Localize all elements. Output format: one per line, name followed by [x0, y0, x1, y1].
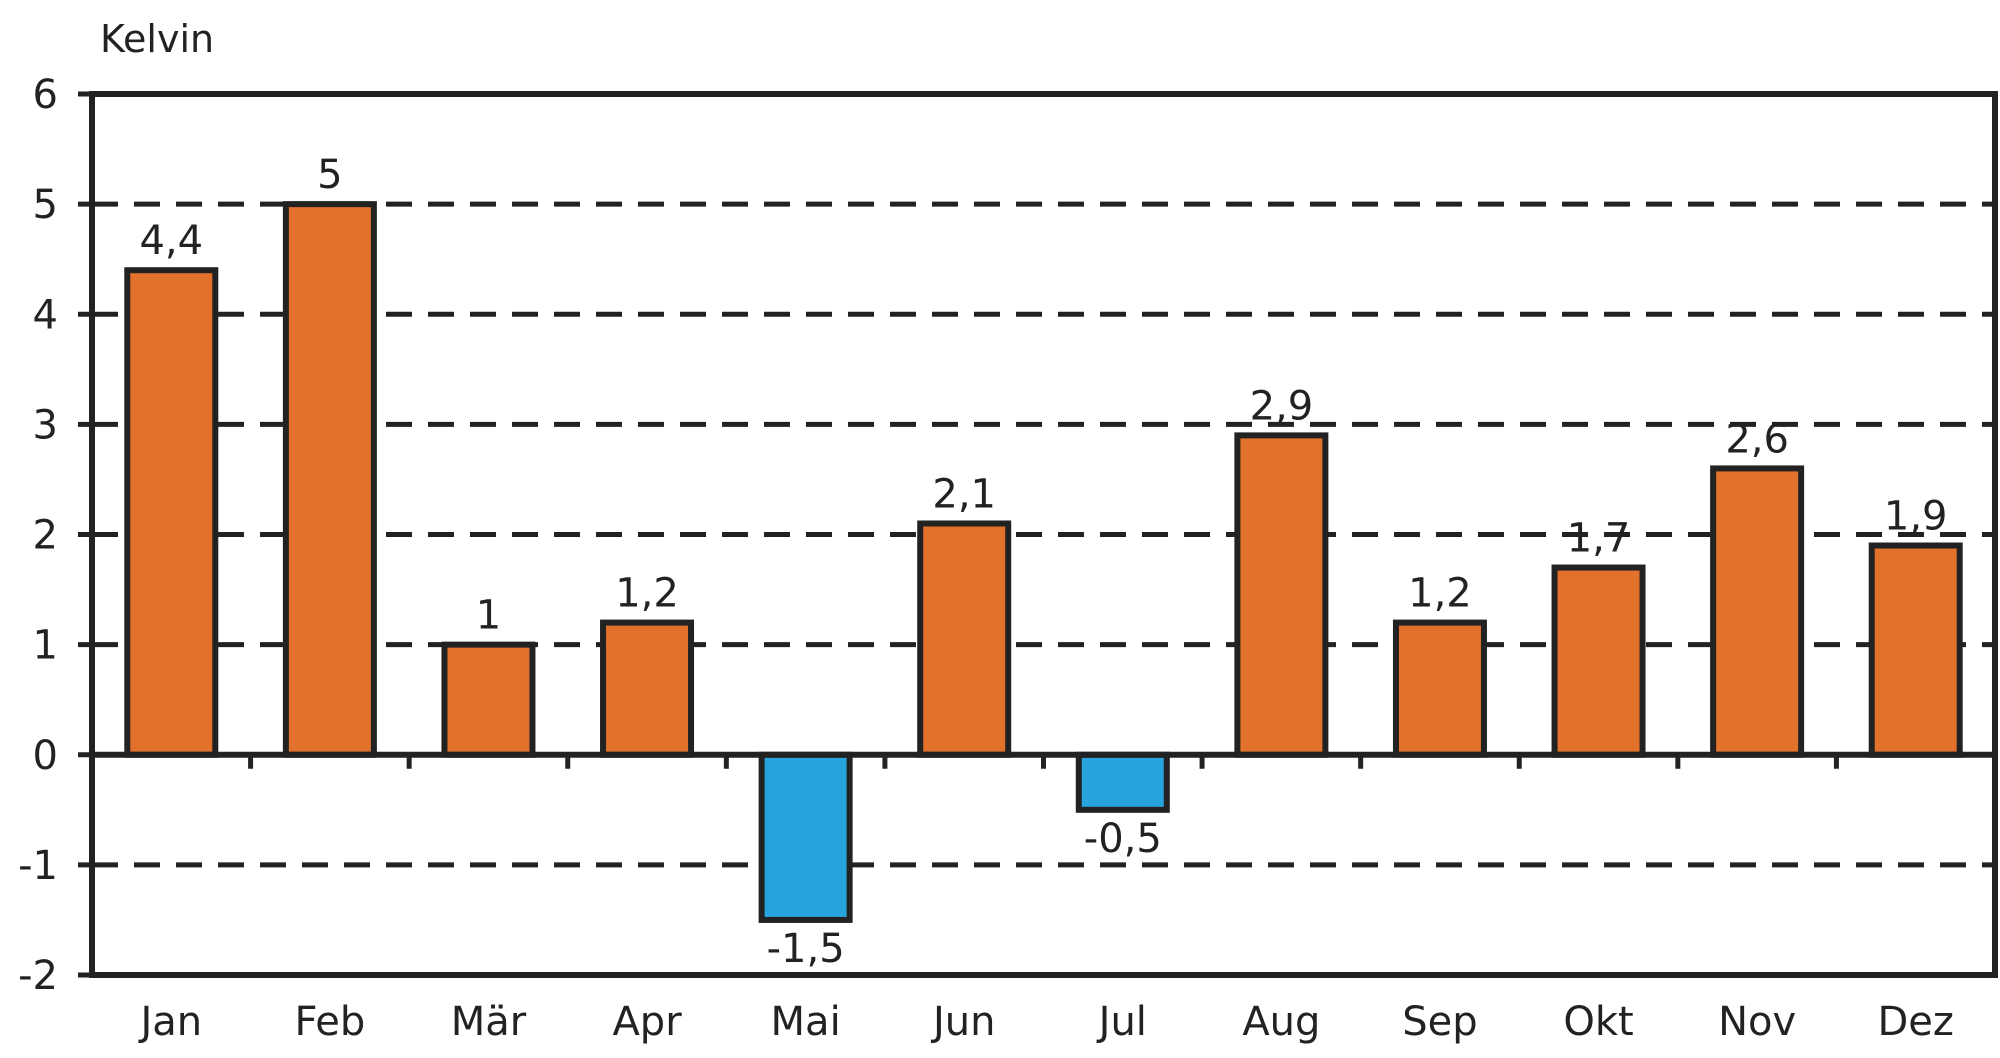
bar-6	[1075, 751, 1170, 813]
bar-3	[600, 619, 695, 758]
y-tick-label-1: 5	[33, 182, 58, 228]
bar-4	[758, 751, 853, 923]
data-label-7: 2,9	[1250, 383, 1314, 429]
data-label-3: 1,2	[615, 571, 679, 617]
data-label-5: 2,1	[932, 471, 996, 517]
x-tick-label-6: Jul	[1096, 999, 1147, 1045]
bars	[124, 201, 1963, 923]
x-tick-label-1: Feb	[294, 999, 365, 1045]
bar-11	[1868, 542, 1963, 758]
x-tick-label-0: Jan	[137, 999, 202, 1045]
x-tick-label-2: Mär	[451, 999, 527, 1045]
bar-10	[1710, 465, 1805, 758]
y-tick-label-2: 4	[33, 292, 58, 338]
y-axis-label: Kelvin	[100, 17, 214, 61]
data-label-4: -1,5	[767, 926, 845, 972]
y-tick-label-6: 0	[33, 733, 58, 779]
x-ticks: Jan Feb Mär Apr Mai Jun Jul Aug Sep Okt Nov Dez	[137, 999, 1953, 1045]
data-label-2: 1	[476, 593, 501, 639]
x-tick-label-9: Okt	[1563, 999, 1633, 1045]
x-tick-label-5: Jun	[930, 999, 996, 1045]
y-tick-label-0: 6	[33, 72, 58, 118]
zero-line	[92, 751, 1995, 769]
data-label-9: 1,7	[1567, 516, 1631, 562]
data-labels: 4,4 5 1 1,2 -1,5 2,1 -0,5 2,9 1,2 1,7 2,6 1,9	[139, 152, 1947, 972]
bar-8	[1392, 619, 1487, 758]
data-label-10: 2,6	[1725, 416, 1789, 462]
y-tick-label-7: -1	[18, 843, 58, 889]
bar-7	[1234, 432, 1329, 758]
y-tick-label-3: 3	[33, 402, 58, 448]
bar-0	[124, 267, 219, 758]
data-label-1: 5	[317, 152, 342, 198]
data-label-0: 4,4	[139, 218, 203, 264]
x-tick-label-4: Mai	[771, 999, 841, 1045]
gridlines	[92, 201, 1995, 868]
data-label-6: -0,5	[1084, 816, 1162, 862]
x-tick-label-8: Sep	[1402, 999, 1477, 1045]
x-tick-label-3: Apr	[612, 999, 682, 1045]
data-label-8: 1,2	[1408, 571, 1472, 617]
bar-2	[441, 641, 536, 758]
bar-1	[282, 201, 377, 758]
y-tick-label-4: 2	[33, 513, 58, 559]
bar-5	[917, 520, 1012, 758]
y-ticks: 6 5 4 3 2 1 0 -1 -2	[18, 72, 92, 999]
x-tick-label-10: Nov	[1718, 999, 1796, 1045]
data-label-11: 1,9	[1884, 494, 1948, 540]
y-tick-label-5: 1	[33, 623, 58, 669]
bar-9	[1551, 564, 1646, 758]
y-tick-label-8: -2	[18, 953, 58, 999]
x-tick-label-7: Aug	[1242, 999, 1320, 1045]
x-tick-label-11: Dez	[1878, 999, 1954, 1045]
